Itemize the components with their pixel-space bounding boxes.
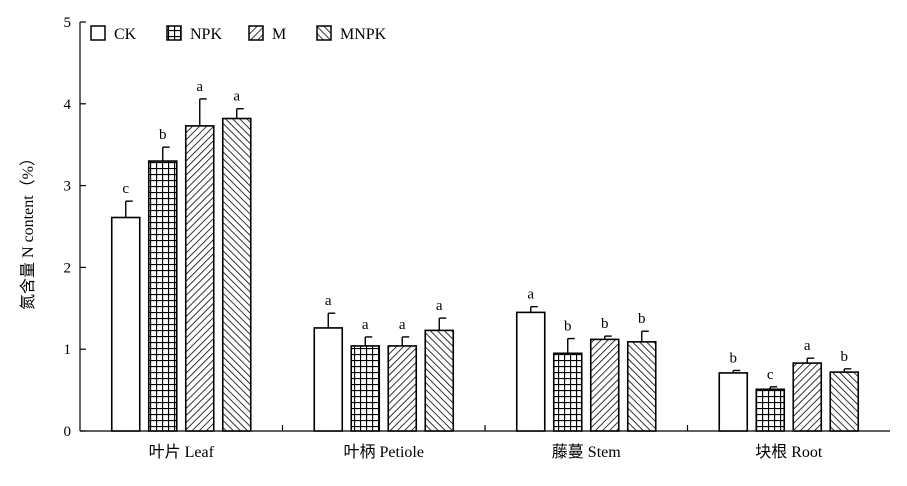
significance-letter: b	[638, 311, 646, 327]
legend-label: NPK	[190, 26, 222, 43]
bar	[589, 338, 620, 432]
significance-letter: a	[804, 338, 811, 354]
y-tick-label: 4	[64, 97, 72, 113]
y-axis-label: 氮含量 N content（%）	[19, 150, 37, 310]
significance-letter: a	[325, 293, 332, 309]
x-tick-label: 块根 Root	[755, 443, 823, 461]
significance-letter: a	[436, 298, 443, 314]
bar	[110, 216, 141, 432]
bar	[350, 345, 381, 432]
legend-label: M	[272, 26, 286, 43]
significance-letter: a	[233, 89, 240, 105]
legend-swatch	[90, 25, 106, 41]
significance-letter: b	[564, 319, 572, 335]
bar	[626, 341, 657, 432]
legend: CK NPK M MNPK	[90, 25, 387, 43]
bars: c a a b b a b c a a b a a a b b	[110, 79, 860, 432]
y-tick-label: 3	[64, 179, 72, 195]
bar	[147, 160, 178, 432]
y-tick-label: 1	[64, 342, 72, 358]
significance-letter: c	[122, 181, 129, 197]
bar	[552, 352, 583, 432]
legend-label: MNPK	[340, 26, 387, 43]
legend-swatch	[316, 25, 332, 41]
legend-swatch	[166, 25, 182, 41]
significance-letter: b	[730, 350, 738, 366]
significance-letter: b	[841, 349, 849, 365]
y-tick-label: 2	[64, 260, 72, 276]
significance-letter: a	[362, 317, 369, 333]
axes: 0 1 2 3 4 5 叶片 Leaf 叶柄 Petiole 藤蔓 Stem 块根 Root	[64, 15, 890, 461]
bar	[515, 311, 546, 432]
x-tick-label: 藤蔓 Stem	[552, 443, 621, 461]
x-tick-label: 叶柄 Petiole	[344, 443, 424, 461]
significance-letter: a	[399, 317, 406, 333]
bar	[221, 117, 252, 432]
significance-letter: c	[767, 367, 774, 383]
bar	[829, 371, 860, 432]
bar	[424, 329, 455, 432]
legend-swatch	[248, 25, 264, 41]
significance-letter: a	[527, 287, 534, 303]
significance-letter: a	[196, 79, 203, 95]
legend-label: CK	[114, 26, 137, 43]
bar	[718, 372, 749, 432]
bar	[184, 125, 215, 432]
significance-letter: b	[601, 316, 609, 332]
bar	[387, 345, 418, 432]
bar	[792, 362, 823, 432]
significance-letter: b	[159, 127, 167, 143]
y-tick-label: 0	[64, 424, 72, 440]
bar	[313, 327, 344, 432]
bar	[755, 388, 786, 432]
y-tick-label: 5	[64, 15, 72, 31]
x-tick-label: 叶片 Leaf	[149, 443, 215, 461]
